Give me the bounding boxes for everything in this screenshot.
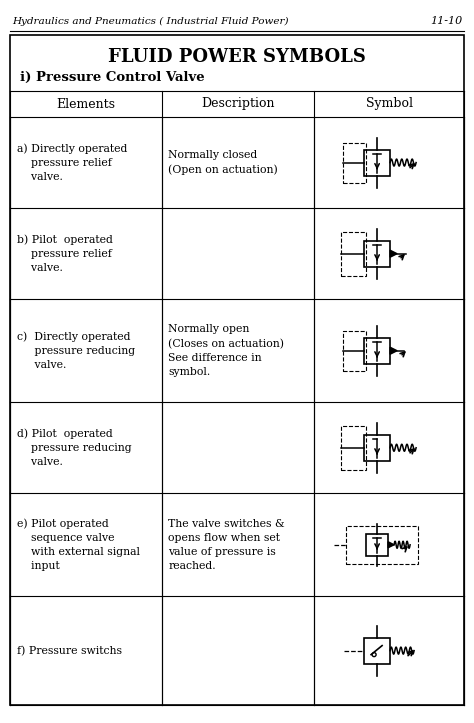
Bar bbox=[364, 338, 390, 364]
Bar bbox=[343, 330, 366, 371]
Text: a) Directly operated
    pressure relief
    valve.: a) Directly operated pressure relief val… bbox=[17, 143, 128, 182]
Bar bbox=[364, 150, 390, 176]
Text: b) Pilot  operated
    pressure relief
    valve.: b) Pilot operated pressure relief valve. bbox=[17, 234, 113, 273]
Text: Description: Description bbox=[201, 98, 275, 111]
Text: e) Pilot operated
    sequence valve
    with external signal
    input: e) Pilot operated sequence valve with ex… bbox=[17, 518, 140, 571]
Bar bbox=[364, 435, 390, 461]
Bar bbox=[343, 142, 366, 183]
Bar bbox=[366, 534, 388, 556]
Text: Hydraulics and Pneumatics ( Industrial Fluid Power): Hydraulics and Pneumatics ( Industrial F… bbox=[12, 17, 289, 26]
Text: 11-10: 11-10 bbox=[430, 16, 462, 26]
Bar bbox=[364, 638, 390, 664]
Text: d) Pilot  operated
    pressure reducing
    valve.: d) Pilot operated pressure reducing valv… bbox=[17, 429, 132, 467]
Text: The valve switches &
opens flow when set
value of pressure is
reached.: The valve switches & opens flow when set… bbox=[168, 519, 285, 570]
Text: Normally closed
(Open on actuation): Normally closed (Open on actuation) bbox=[168, 150, 278, 175]
Polygon shape bbox=[390, 250, 397, 257]
Bar bbox=[364, 241, 390, 267]
Text: Normally open
(Closes on actuation)
See difference in
symbol.: Normally open (Closes on actuation) See … bbox=[168, 325, 284, 377]
Bar bbox=[341, 426, 366, 470]
Bar bbox=[341, 231, 366, 275]
Text: i) Pressure Control Valve: i) Pressure Control Valve bbox=[20, 71, 205, 83]
Polygon shape bbox=[388, 542, 394, 548]
Polygon shape bbox=[390, 347, 397, 354]
Bar bbox=[346, 526, 418, 564]
Text: f) Pressure switchs: f) Pressure switchs bbox=[17, 646, 122, 656]
Text: Elements: Elements bbox=[56, 98, 116, 111]
Text: c)  Directly operated
     pressure reducing
     valve.: c) Directly operated pressure reducing v… bbox=[17, 331, 135, 370]
Text: Symbol: Symbol bbox=[365, 98, 412, 111]
Text: FLUID POWER SYMBOLS: FLUID POWER SYMBOLS bbox=[108, 48, 366, 66]
